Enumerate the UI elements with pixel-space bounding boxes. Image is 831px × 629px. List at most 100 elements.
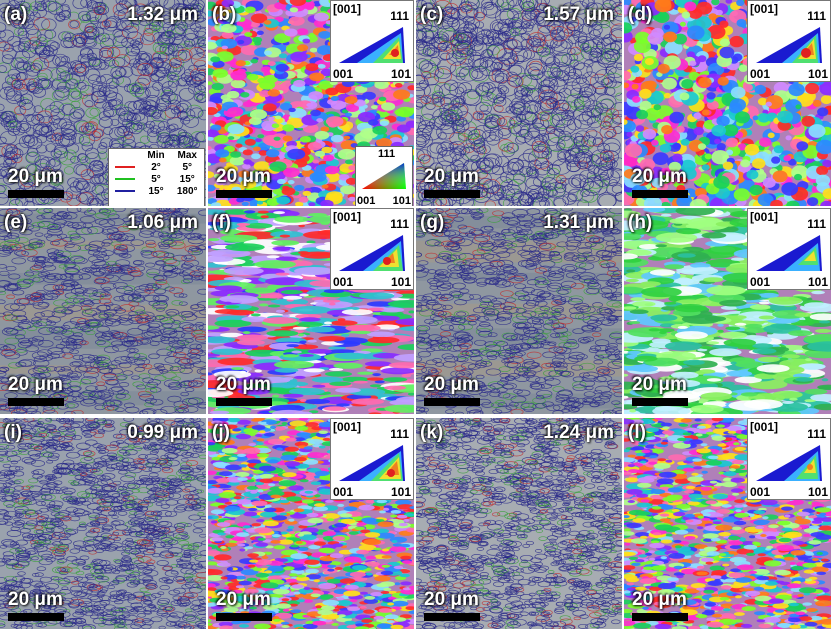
panel-k: (k) 1.24 μm 20 μm [416,418,622,629]
scale-text: 20 μm [632,589,687,610]
scale-bar [424,190,480,198]
scale-bar [632,190,688,198]
grain-size: 1.57 μm [543,4,614,25]
ipf-triangle [339,27,405,63]
legend-swatch-green [115,177,136,180]
ipf-corner-111: 111 [807,427,826,441]
legend-swatch-red [115,165,136,168]
panel-label: (d) [628,4,653,25]
ipf-triangle [756,445,822,481]
legend-max: 15° [179,173,195,185]
scale-text: 20 μm [8,589,63,610]
ipf-corner-111: 111 [807,9,826,23]
ipf-color-key: 111 001 101 [355,146,413,206]
panel-g: (g) 1.31 μm 20 μm [416,208,622,414]
panel-e: (e) 1.06 μm 20 μm [0,208,206,414]
grain-boundary-map [416,0,622,206]
ipf-corner-001: 001 [333,275,354,289]
color-key-triangle [362,163,406,189]
scale-text: 20 μm [216,166,271,187]
ipf-direction: [001] [333,210,362,224]
panel-label: (l) [628,422,646,443]
ipf-corner-111: 111 [390,9,409,23]
panel-f: (f) 20 μm [001] 111 001 101 [208,208,414,414]
ipf-triangle [339,445,405,481]
scale-bar [8,398,64,406]
panel-d: (d) 20 μm [001] 111 001 101 [624,0,831,206]
pole-figure-inset: [001] 111 001 101 [747,0,831,82]
scale-text: 20 μm [424,374,479,395]
scale-text: 20 μm [632,166,687,187]
ipf-triangle [756,27,822,63]
scale-bar [632,613,688,621]
grain-size: 1.06 μm [127,212,198,233]
grain-boundary-map [0,418,206,629]
panel-c: (c) 1.57 μm 20 μm [416,0,622,206]
scale-text: 20 μm [424,589,479,610]
scale-bar [216,398,272,406]
panel-label: (e) [4,212,28,233]
grain-boundary-map [416,418,622,629]
ipf-corner-001: 001 [750,67,771,81]
scale-bar [632,398,688,406]
ipf-corner-101: 101 [807,67,828,81]
scale-text: 20 μm [424,166,479,187]
legend-max: 180° [176,185,198,197]
grain-size: 1.31 μm [543,212,614,233]
legend-max-header: Max [177,149,197,161]
pole-figure-inset: [001] 111 001 101 [747,418,831,500]
panel-label: (f) [212,212,231,233]
pole-figure-inset: [001] 111 001 101 [330,208,414,290]
panel-label: (j) [212,422,230,443]
scale-text: 20 μm [8,166,63,187]
scale-bar [8,613,64,621]
ipf-corner-001: 001 [333,67,354,81]
scale-text: 20 μm [8,374,63,395]
grain-size: 1.32 μm [127,4,198,25]
legend-max: 5° [182,161,192,173]
panel-a: (a) 1.32 μm 20 μm Min Max 2° 5° 5° 15° 15° 1… [0,0,206,206]
panel-label: (g) [420,212,445,233]
ipf-corner-111: 111 [807,217,826,231]
grain-boundary-map [0,208,206,414]
ipf-direction: [001] [750,420,779,434]
grain-boundary-map [416,208,622,414]
legend-min-header: Min [147,149,165,161]
scale-bar [216,613,272,621]
scale-bar [424,398,480,406]
ipf-corner-101: 101 [390,67,411,81]
legend-min: 15° [148,185,164,197]
pole-figure-inset: [001] 111 001 101 [330,418,414,500]
legend-min: 5° [151,173,161,185]
scale-bar [216,190,272,198]
color-key-101: 101 [392,195,411,206]
panel-i: (i) 0.99 μm 20 μm [0,418,206,629]
ipf-corner-101: 101 [807,275,828,289]
ipf-corner-001: 001 [750,485,771,499]
ipf-corner-111: 111 [390,427,409,441]
panel-label: (i) [4,422,22,443]
scale-text: 20 μm [216,589,271,610]
ipf-corner-101: 101 [390,275,411,289]
ipf-corner-101: 101 [390,485,411,499]
panel-l: (l) 20 μm [001] 111 001 101 [624,418,831,629]
panel-label: (h) [628,212,653,233]
legend-swatch-blue [115,189,136,192]
pole-figure-inset: [001] 111 001 101 [747,208,831,290]
panel-h: (h) 20 μm [001] 111 001 101 [624,208,831,414]
panel-j: (j) 20 μm [001] 111 001 101 [208,418,414,629]
ipf-triangle [339,235,405,271]
orientation-map [624,418,831,629]
ipf-direction: [001] [333,2,362,16]
ipf-direction: [001] [750,210,779,224]
grain-size: 1.24 μm [543,422,614,443]
ipf-direction: [001] [750,2,779,16]
misorientation-legend: Min Max 2° 5° 5° 15° 15° 180° [108,148,205,206]
scale-text: 20 μm [632,374,687,395]
panel-label: (c) [420,4,444,25]
grain-size: 0.99 μm [127,422,198,443]
color-key-001: 001 [357,195,376,206]
color-key-111: 111 [378,148,396,160]
panel-label: (k) [420,422,444,443]
scale-text: 20 μm [216,374,271,395]
